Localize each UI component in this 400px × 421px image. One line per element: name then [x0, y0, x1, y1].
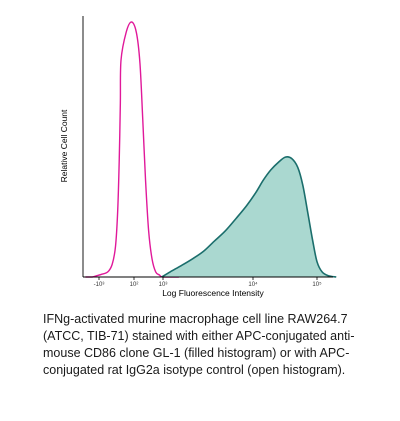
- y-axis-title: Relative Cell Count: [59, 109, 69, 182]
- series-layer: [85, 21, 337, 278]
- x-axis-title: Log Fluorescence Intensity: [162, 288, 264, 298]
- x-tick-label: 10⁴: [248, 281, 258, 288]
- x-tick-label: 10⁵: [312, 281, 322, 288]
- filled-histogram-area: [161, 156, 337, 277]
- x-tick-layer: -10³ 10² 10³ 10⁴ 10⁵: [94, 277, 322, 288]
- figure-caption: IFNg-activated murine macrophage cell li…: [43, 312, 355, 377]
- x-tick-label: 10²: [130, 282, 139, 288]
- filled-histogram-outline: [161, 156, 337, 278]
- open-histogram-line: [85, 21, 179, 278]
- x-tick-label: 10³: [159, 282, 168, 288]
- x-tick-label: -10³: [94, 282, 105, 288]
- histogram-chart: -10³ 10² 10³ 10⁴ 10⁵ Log Fluorescence Intens…: [59, 16, 337, 298]
